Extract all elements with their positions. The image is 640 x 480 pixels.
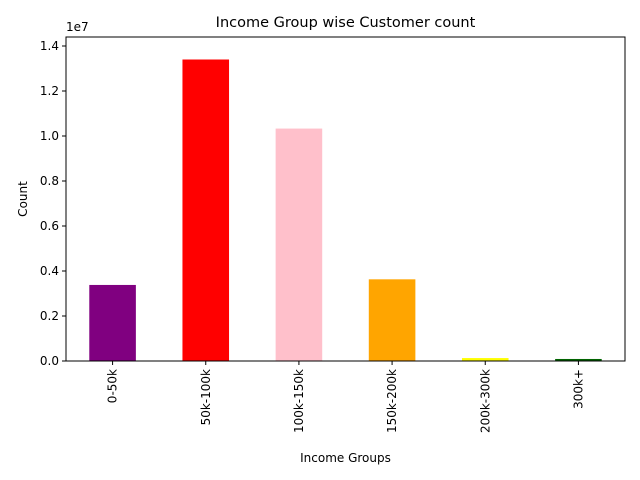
y-tick-label: 0.2 [40, 309, 59, 323]
y-axis-label: Count [16, 181, 30, 217]
x-tick-label: 100k-150k [292, 369, 306, 433]
y-tick-label: 1.0 [40, 129, 59, 143]
x-axis-label: Income Groups [300, 451, 391, 465]
y-tick-label: 1.2 [40, 84, 59, 98]
x-ticks-group: 0-50k 50k-100k 100k-150k 150k-200k 200k-300k… [106, 361, 585, 433]
y-tick-label: 1.4 [40, 39, 59, 53]
x-tick-label: 300k+ [571, 369, 585, 409]
bars-group [89, 59, 602, 361]
y-tick-label: 0.6 [40, 219, 59, 233]
x-tick-label: 150k-200k [385, 369, 399, 433]
y-tick-label: 0.4 [40, 264, 59, 278]
bar-300k+ [555, 358, 602, 361]
bar-200k-300k [461, 358, 509, 361]
chart-title: Income Group wise Customer count [216, 15, 476, 31]
y-tick-label: 0.8 [40, 174, 59, 188]
y-tick-label: 0.0 [40, 354, 59, 368]
y-axis-scale-label: 1e7 [66, 20, 89, 34]
bar-50k-100k [182, 59, 230, 361]
x-tick-label: 50k-100k [199, 369, 213, 425]
bar-0-50k [89, 284, 136, 361]
y-ticks-group: 0.0 0.2 0.4 0.6 0.8 1.0 1.2 1.4 [40, 39, 66, 368]
x-tick-label: 0-50k [106, 369, 120, 403]
x-tick-label: 200k-300k [478, 369, 492, 433]
bar-100k-150k [275, 128, 323, 361]
plot-frame [65, 36, 626, 362]
bar-150k-200k [368, 279, 416, 361]
